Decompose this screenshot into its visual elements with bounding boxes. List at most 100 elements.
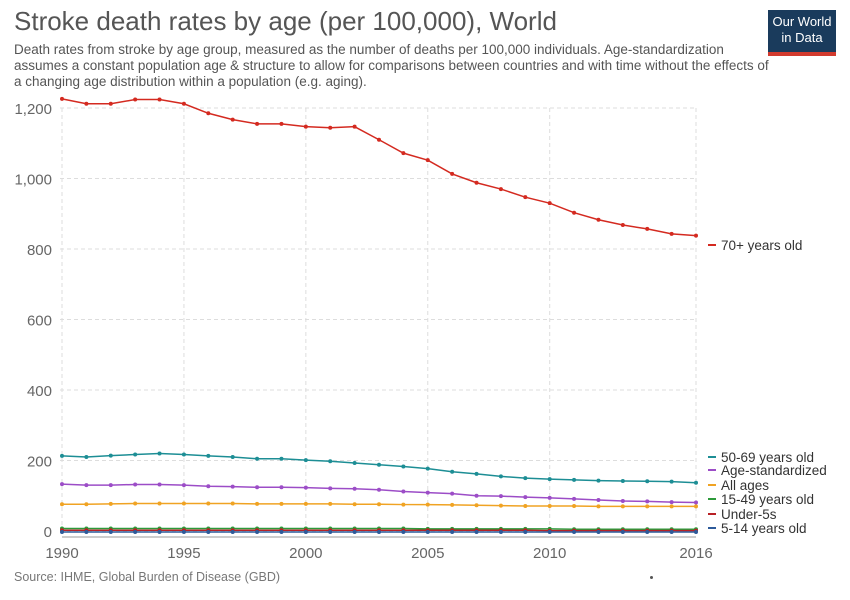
legend-item[interactable]: 70+ years old <box>708 238 802 253</box>
data-point[interactable] <box>255 501 260 506</box>
data-point[interactable] <box>108 483 113 488</box>
data-point[interactable] <box>694 504 698 509</box>
series-70-years-old[interactable] <box>60 96 698 238</box>
data-point[interactable] <box>401 530 406 535</box>
data-point[interactable] <box>377 462 381 467</box>
data-point[interactable] <box>279 501 284 506</box>
legend-item[interactable]: 15-49 years old <box>708 492 814 507</box>
data-point[interactable] <box>547 503 552 508</box>
data-point[interactable] <box>572 496 577 501</box>
data-point[interactable] <box>523 530 528 535</box>
data-point[interactable] <box>181 452 186 457</box>
data-point[interactable] <box>620 504 625 509</box>
data-point[interactable] <box>450 171 455 176</box>
data-point[interactable] <box>572 210 577 215</box>
data-point[interactable] <box>60 530 64 535</box>
data-point[interactable] <box>401 489 406 494</box>
data-point[interactable] <box>84 502 89 507</box>
data-point[interactable] <box>352 124 357 129</box>
data-point[interactable] <box>596 497 601 502</box>
legend-item[interactable]: Under-5s <box>708 507 777 522</box>
data-point[interactable] <box>279 485 284 490</box>
data-point[interactable] <box>181 530 186 535</box>
data-point[interactable] <box>645 504 650 509</box>
data-point[interactable] <box>669 500 674 505</box>
owid-logo[interactable]: Our World in Data <box>768 10 836 56</box>
data-point[interactable] <box>498 494 503 499</box>
data-point[interactable] <box>498 187 503 192</box>
data-point[interactable] <box>157 451 162 456</box>
data-point[interactable] <box>328 501 333 506</box>
data-point[interactable] <box>206 111 211 116</box>
data-point[interactable] <box>523 495 528 500</box>
data-point[interactable] <box>523 503 528 508</box>
data-point[interactable] <box>181 483 186 488</box>
data-point[interactable] <box>328 125 333 130</box>
data-point[interactable] <box>230 454 235 459</box>
data-point[interactable] <box>498 530 503 535</box>
data-point[interactable] <box>377 502 381 507</box>
data-point[interactable] <box>498 474 503 479</box>
data-point[interactable] <box>133 530 138 535</box>
data-point[interactable] <box>620 530 625 535</box>
data-point[interactable] <box>230 501 235 506</box>
data-point[interactable] <box>279 530 284 535</box>
data-point[interactable] <box>157 530 162 535</box>
data-point[interactable] <box>133 501 138 506</box>
data-point[interactable] <box>255 456 260 461</box>
series-all-ages[interactable] <box>60 501 698 509</box>
series-line[interactable] <box>61 452 697 484</box>
data-point[interactable] <box>669 479 674 484</box>
data-point[interactable] <box>181 501 186 506</box>
data-point[interactable] <box>279 121 284 126</box>
legend-item[interactable]: All ages <box>708 478 769 493</box>
data-point[interactable] <box>547 530 552 535</box>
legend-item[interactable]: Age-standardized <box>708 463 827 478</box>
data-point[interactable] <box>401 502 406 507</box>
data-point[interactable] <box>303 124 308 129</box>
data-point[interactable] <box>596 478 601 483</box>
data-point[interactable] <box>255 121 260 126</box>
data-point[interactable] <box>352 530 357 535</box>
data-point[interactable] <box>303 458 308 463</box>
data-point[interactable] <box>474 471 479 476</box>
series-line[interactable] <box>61 98 697 237</box>
data-point[interactable] <box>279 456 284 461</box>
data-point[interactable] <box>352 486 357 491</box>
data-point[interactable] <box>60 453 64 458</box>
data-point[interactable] <box>230 117 235 122</box>
data-point[interactable] <box>645 479 650 484</box>
data-point[interactable] <box>206 501 211 506</box>
data-point[interactable] <box>523 476 528 481</box>
data-point[interactable] <box>108 501 113 506</box>
data-point[interactable] <box>474 180 479 185</box>
data-point[interactable] <box>377 487 381 492</box>
data-point[interactable] <box>694 233 698 238</box>
data-point[interactable] <box>572 503 577 508</box>
data-point[interactable] <box>84 530 89 535</box>
data-point[interactable] <box>60 502 64 507</box>
data-point[interactable] <box>157 501 162 506</box>
data-point[interactable] <box>352 460 357 465</box>
data-point[interactable] <box>645 226 650 231</box>
legend-item[interactable]: 5-14 years old <box>708 521 807 536</box>
data-point[interactable] <box>60 96 64 101</box>
data-point[interactable] <box>498 503 503 508</box>
data-point[interactable] <box>352 502 357 507</box>
data-point[interactable] <box>669 530 674 535</box>
data-point[interactable] <box>60 482 64 487</box>
data-point[interactable] <box>474 530 479 535</box>
data-point[interactable] <box>596 504 601 509</box>
data-point[interactable] <box>157 482 162 487</box>
data-point[interactable] <box>108 453 113 458</box>
data-point[interactable] <box>450 502 455 507</box>
data-point[interactable] <box>206 530 211 535</box>
data-point[interactable] <box>133 452 138 457</box>
data-point[interactable] <box>523 195 528 200</box>
data-point[interactable] <box>303 530 308 535</box>
data-point[interactable] <box>572 530 577 535</box>
series-age-standardized[interactable] <box>60 482 698 505</box>
data-point[interactable] <box>474 493 479 498</box>
data-point[interactable] <box>377 530 381 535</box>
data-point[interactable] <box>230 484 235 489</box>
